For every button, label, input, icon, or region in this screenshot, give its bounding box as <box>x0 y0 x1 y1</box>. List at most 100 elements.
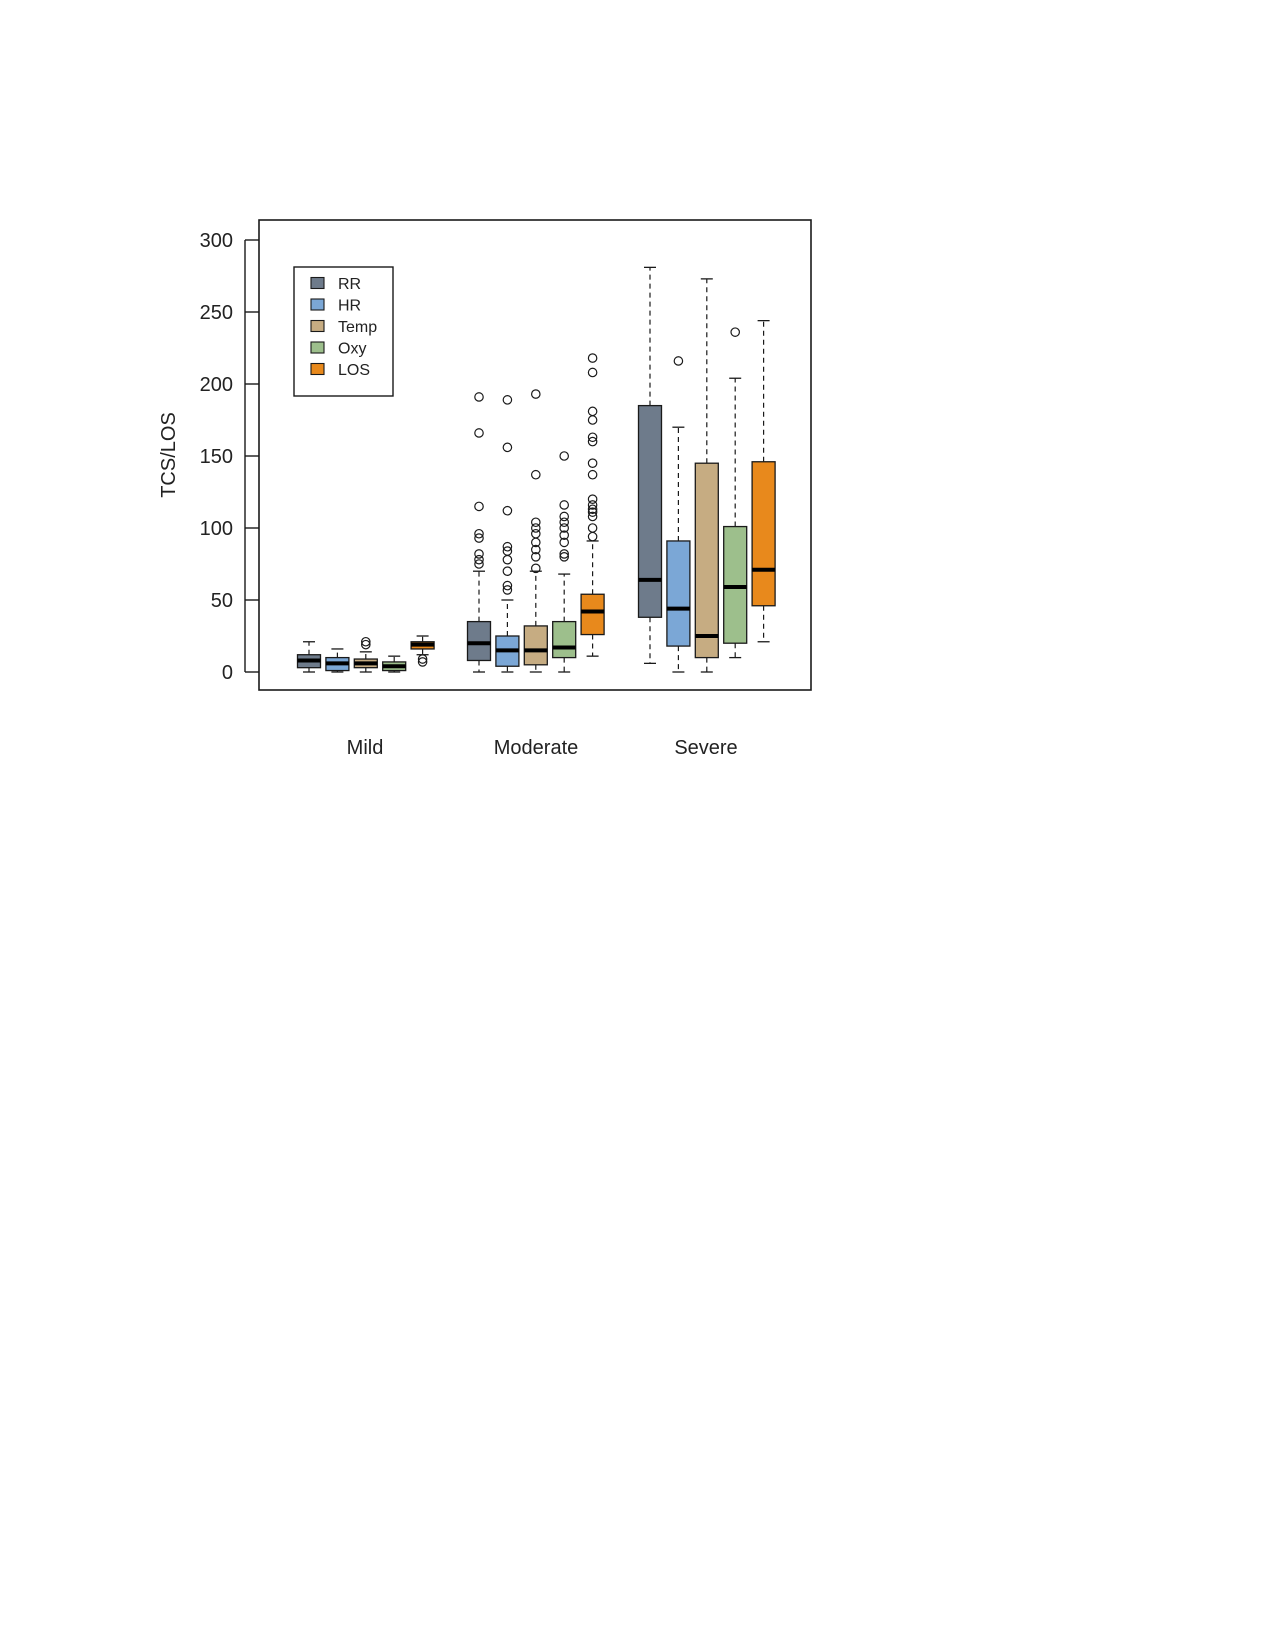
outlier-point <box>559 511 569 522</box>
legend-label-hr: HR <box>338 298 361 315</box>
outlier-point <box>530 563 541 574</box>
outlier-point <box>360 639 371 650</box>
group-label-mild: Mild <box>347 737 384 759</box>
plot-frame <box>258 219 812 691</box>
group-label-moderate: Moderate <box>494 737 579 759</box>
outlier-point <box>587 504 598 515</box>
outlier-point <box>530 528 541 539</box>
outlier-point <box>559 517 569 528</box>
box-iqr <box>637 404 663 618</box>
outlier-point <box>474 559 484 569</box>
legend-label-temp: Temp <box>338 319 377 336</box>
box-iqr <box>723 525 748 644</box>
outlier-point <box>474 528 484 539</box>
outlier-point <box>559 523 569 533</box>
box-los-severe <box>751 319 776 643</box>
outlier-point <box>474 533 484 543</box>
outlier-point <box>530 523 541 533</box>
legend-swatch-oxy <box>310 341 325 354</box>
outlier-point <box>587 436 598 447</box>
outlier-point <box>474 392 484 402</box>
box-temp-mild <box>353 636 378 673</box>
outlier-point <box>559 500 569 510</box>
outlier-point <box>587 406 598 417</box>
legend-label-rr: RR <box>338 276 361 293</box>
y-tick-label: 150 <box>200 446 233 468</box>
box-temp-severe <box>694 278 719 673</box>
outlier-point <box>587 469 598 480</box>
y-axis-ticks: 0 50 100 150 200 250 300 <box>200 230 259 684</box>
legend-label-oxy: Oxy <box>338 341 366 358</box>
y-tick-label: 0 <box>222 662 233 684</box>
outlier-point <box>587 353 598 363</box>
outlier-point <box>587 507 598 517</box>
outlier-point <box>530 551 541 562</box>
outlier-point <box>502 585 513 595</box>
box-los-moderate <box>580 353 605 657</box>
box-iqr <box>523 625 548 666</box>
outlier-point <box>530 517 541 528</box>
box-iqr <box>580 593 605 636</box>
outlier-point <box>474 549 484 559</box>
outlier-point <box>587 367 598 378</box>
outlier-point <box>530 544 541 555</box>
legend-swatch-rr <box>310 276 325 290</box>
outlier-point <box>502 580 513 591</box>
outlier-point <box>474 501 484 512</box>
outlier-point <box>474 554 484 565</box>
outlier-point <box>417 657 428 667</box>
outlier-point <box>559 551 569 562</box>
outlier-point <box>502 566 513 576</box>
box-oxy-mild <box>382 655 407 673</box>
outlier-point <box>559 530 569 540</box>
legend-swatch-temp <box>310 319 325 333</box>
outlier-point <box>360 636 371 647</box>
box-rr-moderate <box>466 392 492 673</box>
box-oxy-severe <box>723 327 748 659</box>
outlier-point <box>587 415 598 425</box>
plot-area <box>296 266 776 673</box>
outlier-point <box>587 458 598 468</box>
y-tick-label: 250 <box>200 302 233 324</box>
legend: RR HR Temp Oxy LOS <box>293 266 394 397</box>
box-los-mild <box>410 635 435 667</box>
y-tick-label: 200 <box>200 374 233 396</box>
group-label-severe: Severe <box>674 737 737 759</box>
outlier-point <box>559 549 569 559</box>
legend-swatch-los <box>310 362 325 376</box>
outlier-point <box>502 554 513 565</box>
outlier-point <box>559 537 569 548</box>
outlier-point <box>530 389 541 399</box>
legend-label-los: LOS <box>338 362 370 379</box>
y-tick-label: 100 <box>200 518 233 540</box>
outlier-point <box>502 442 513 453</box>
box-iqr <box>552 620 577 659</box>
box-temp-moderate <box>523 389 548 673</box>
outlier-point <box>502 546 513 556</box>
box-hr-mild <box>325 648 350 673</box>
outlier-point <box>587 494 598 504</box>
outlier-point <box>502 505 513 516</box>
outlier-point <box>502 395 513 405</box>
outlier-point <box>730 327 740 337</box>
x-axis-group-labels: Mild Moderate Severe <box>347 737 738 759</box>
y-tick-label: 300 <box>200 230 233 252</box>
box-hr-severe <box>666 356 691 673</box>
outlier-point <box>587 511 598 522</box>
legend-swatch-hr <box>310 298 325 311</box>
box-hr-moderate <box>495 395 520 673</box>
box-iqr <box>694 462 719 659</box>
outlier-point <box>502 541 513 552</box>
y-tick-label: 50 <box>211 590 233 612</box>
box-rr-mild <box>296 641 322 673</box>
box-iqr <box>751 461 776 607</box>
outlier-point <box>474 428 484 438</box>
outlier-point <box>587 432 598 443</box>
y-axis-title: TCS/LOS <box>158 412 180 498</box>
outlier-point <box>587 531 598 542</box>
box-oxy-moderate <box>552 451 577 673</box>
outlier-point <box>559 451 569 461</box>
outlier-point <box>673 356 684 366</box>
box-iqr <box>666 540 691 647</box>
